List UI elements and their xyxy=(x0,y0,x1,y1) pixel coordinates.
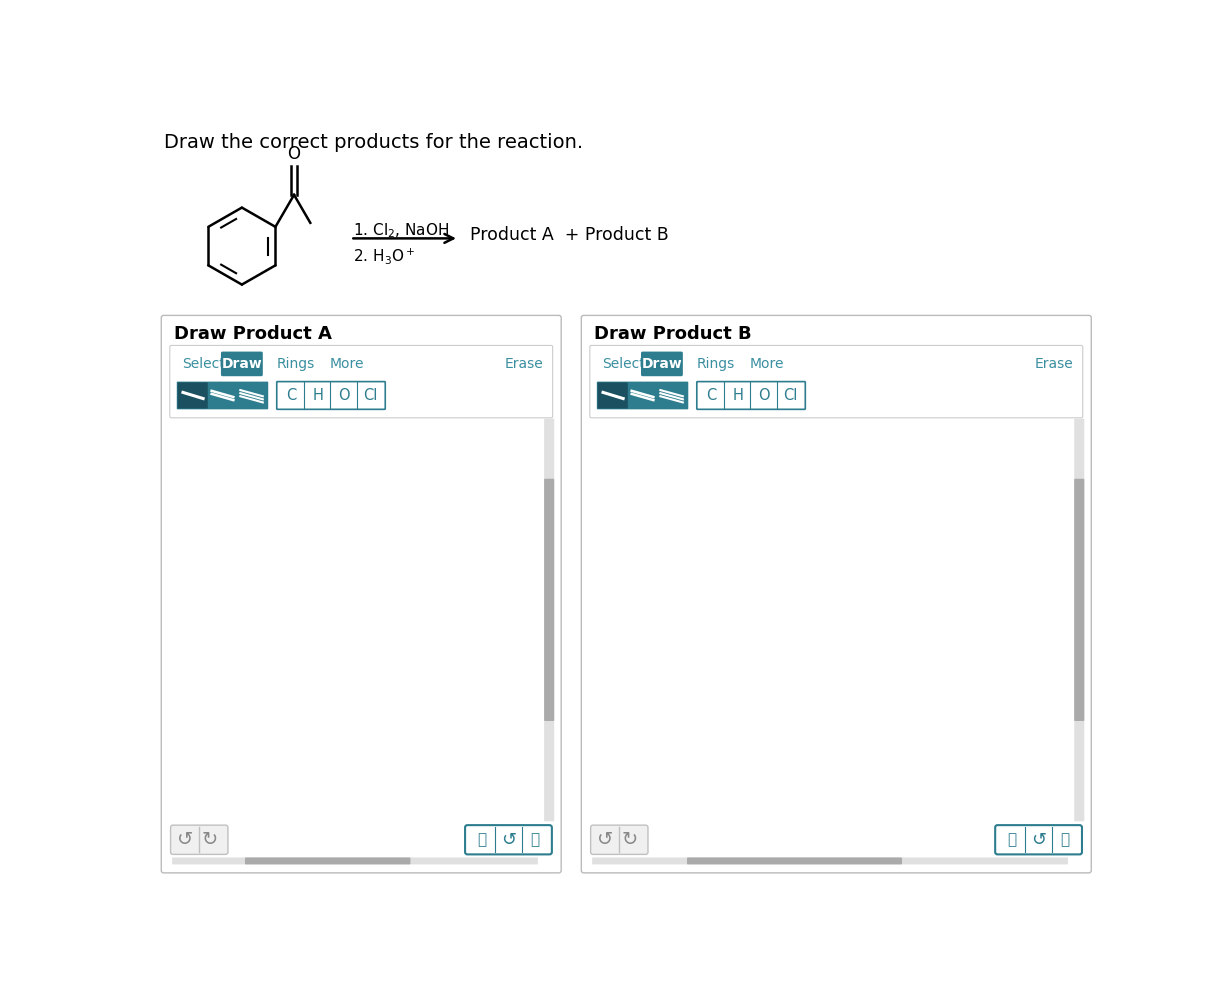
Text: Erase: Erase xyxy=(505,357,544,371)
FancyBboxPatch shape xyxy=(687,857,902,864)
Text: 🔍: 🔍 xyxy=(1008,832,1017,847)
Text: Select: Select xyxy=(182,357,225,371)
Text: ↻: ↻ xyxy=(202,830,219,849)
Text: ↺: ↺ xyxy=(598,830,613,849)
Text: Cl: Cl xyxy=(783,388,798,403)
Text: More: More xyxy=(749,357,785,371)
Text: Cl: Cl xyxy=(363,388,378,403)
FancyBboxPatch shape xyxy=(171,825,229,854)
Text: H: H xyxy=(313,388,324,403)
FancyBboxPatch shape xyxy=(1074,419,1084,821)
Text: Rings: Rings xyxy=(276,357,315,371)
FancyBboxPatch shape xyxy=(593,857,1068,864)
Text: 🔍: 🔍 xyxy=(1061,832,1069,847)
Text: Draw Product B: Draw Product B xyxy=(594,325,752,343)
FancyBboxPatch shape xyxy=(642,351,683,376)
FancyBboxPatch shape xyxy=(276,382,385,410)
FancyBboxPatch shape xyxy=(598,382,628,409)
FancyBboxPatch shape xyxy=(177,382,268,410)
Text: Rings: Rings xyxy=(697,357,736,371)
Text: ↺: ↺ xyxy=(501,830,516,849)
Text: ↻: ↻ xyxy=(622,830,638,849)
Text: 1. Cl$_2$, NaOH: 1. Cl$_2$, NaOH xyxy=(353,221,448,240)
Text: ↺: ↺ xyxy=(177,830,193,849)
FancyBboxPatch shape xyxy=(1074,479,1084,721)
FancyBboxPatch shape xyxy=(244,857,411,864)
FancyBboxPatch shape xyxy=(590,825,648,854)
Text: Draw Product A: Draw Product A xyxy=(175,325,332,343)
FancyBboxPatch shape xyxy=(221,351,263,376)
FancyBboxPatch shape xyxy=(596,382,688,410)
Text: ↺: ↺ xyxy=(1031,830,1046,849)
FancyBboxPatch shape xyxy=(172,857,538,864)
FancyBboxPatch shape xyxy=(590,345,1083,418)
Text: H: H xyxy=(732,388,743,403)
Text: Erase: Erase xyxy=(1035,357,1073,371)
FancyBboxPatch shape xyxy=(161,315,561,873)
Text: O: O xyxy=(759,388,770,403)
FancyBboxPatch shape xyxy=(582,315,1091,873)
Text: C: C xyxy=(706,388,716,403)
Text: O: O xyxy=(338,388,349,403)
Text: Draw: Draw xyxy=(642,357,682,371)
Text: Draw: Draw xyxy=(221,357,263,371)
FancyBboxPatch shape xyxy=(995,825,1081,854)
Text: C: C xyxy=(286,388,297,403)
Text: 2. H$_3$O$^+$: 2. H$_3$O$^+$ xyxy=(353,246,415,266)
FancyBboxPatch shape xyxy=(697,382,805,410)
Text: Draw the correct products for the reaction.: Draw the correct products for the reacti… xyxy=(164,133,583,152)
FancyBboxPatch shape xyxy=(177,382,208,409)
FancyBboxPatch shape xyxy=(544,479,555,721)
Text: O: O xyxy=(287,145,301,164)
FancyBboxPatch shape xyxy=(170,345,552,418)
Text: Select: Select xyxy=(602,357,645,371)
Text: Product A  + Product B: Product A + Product B xyxy=(470,225,670,244)
Text: More: More xyxy=(330,357,364,371)
Text: 🔍: 🔍 xyxy=(478,832,486,847)
Text: 🔍: 🔍 xyxy=(530,832,539,847)
FancyBboxPatch shape xyxy=(544,419,555,821)
FancyBboxPatch shape xyxy=(466,825,552,854)
